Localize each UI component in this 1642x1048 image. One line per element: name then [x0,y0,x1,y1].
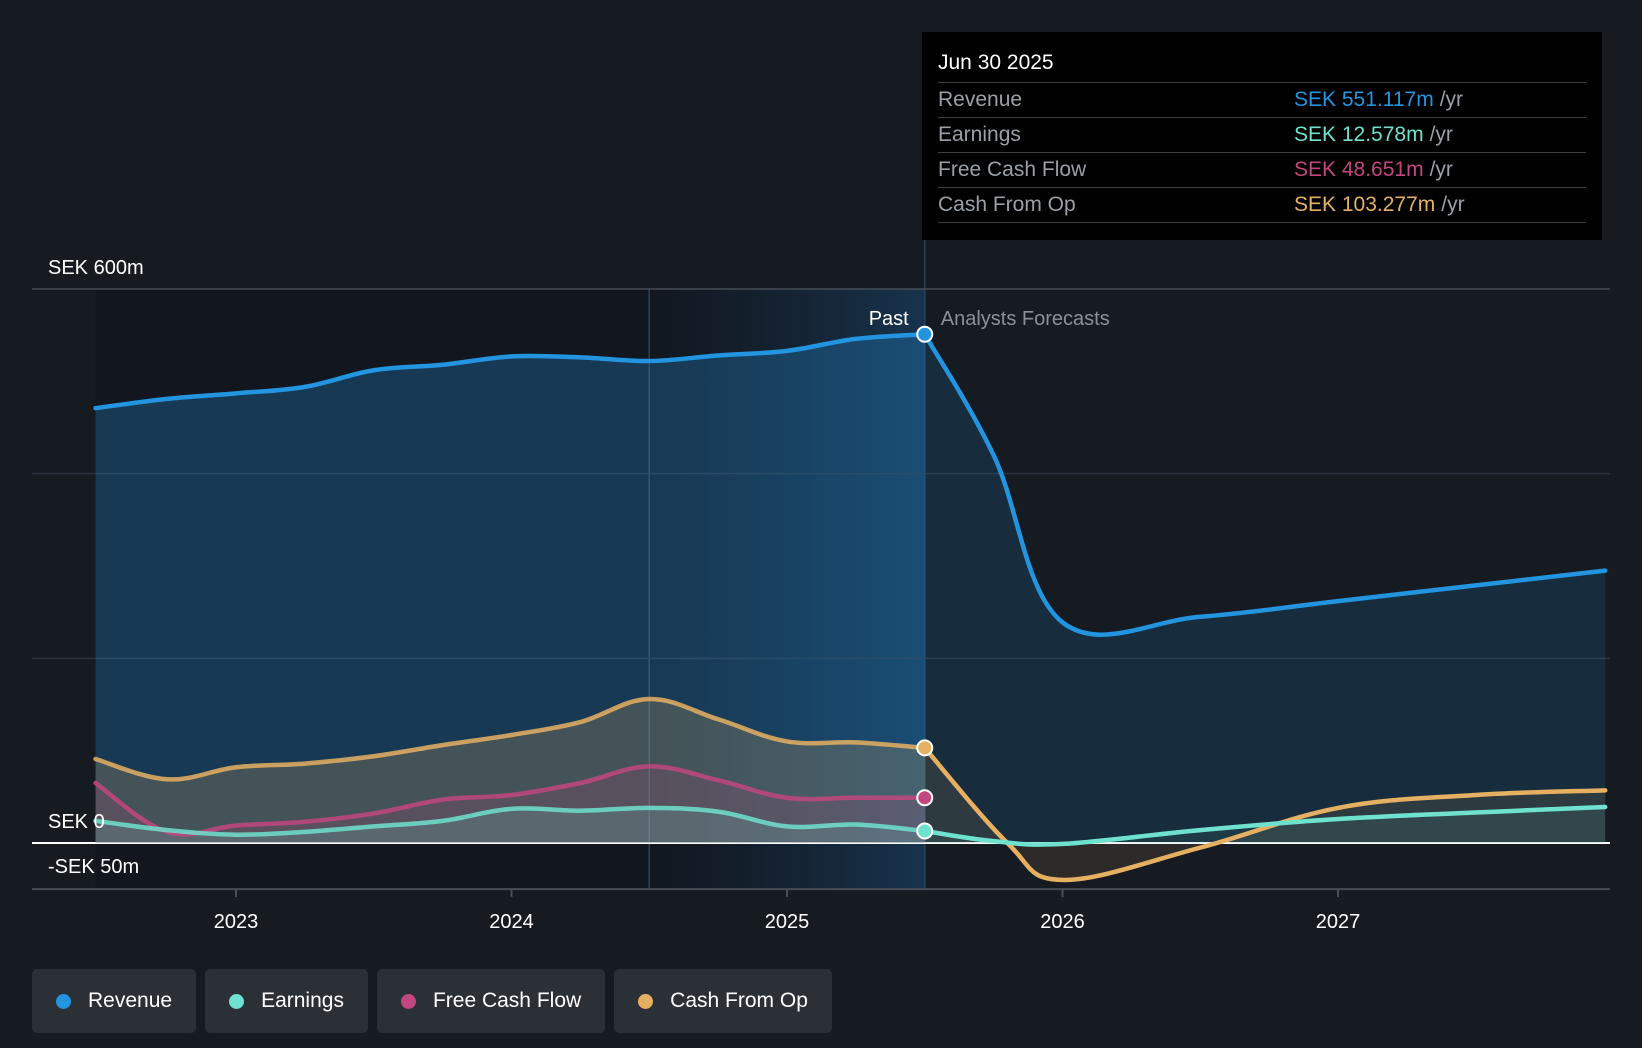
fcf-past-line [93,764,927,837]
legend: Revenue Earnings Free Cash Flow Cash Fro… [32,969,832,1033]
x-tick-label: 2026 [1040,911,1085,933]
tooltip-label: Cash From Op [938,193,1076,216]
tooltip-row-earnings: Earnings SEK 12.578m /yr [938,118,1586,153]
y-tick-label: -SEK 50m [48,856,139,878]
fcf-marker [916,789,934,807]
tooltip-row-revenue: Revenue SEK 551.117m /yr [938,83,1586,118]
tooltip-row-fcf: Free Cash Flow SEK 48.651m /yr [938,153,1586,188]
legend-item-earnings[interactable]: Earnings [205,969,368,1033]
x-tick-label: 2025 [765,911,810,933]
fcf-dot-icon [400,993,416,1009]
revenue-past-area [95,334,925,843]
earnings-past-line [93,805,927,837]
legend-label: Cash From Op [670,989,808,1012]
earnings-forecast-line [922,804,1608,847]
tooltip-label: Revenue [938,88,1023,111]
legend-item-free-cash-flow[interactable]: Free Cash Flow [376,969,606,1033]
tooltip-row-cfo: Cash From Op SEK 103.277m /yr [938,188,1586,223]
revenue-marker [916,325,934,343]
revenue-past-line [93,332,927,411]
y-tick-label: SEK 0 [48,811,105,833]
tooltip-unit: /yr [1439,88,1464,111]
cfo-marker [916,739,934,757]
past-label: Past [869,308,909,330]
y-tick-label: SEK 600m [48,257,144,279]
revenue-forecast-area [924,334,1606,843]
legend-item-revenue[interactable]: Revenue [32,969,197,1033]
revenue-forecast-line [922,332,1608,637]
tooltip-unit: /yr [1429,123,1453,146]
legend-label: Free Cash Flow [432,989,582,1012]
tooltip-label: Earnings [938,123,1021,146]
cfo-dot-icon [638,993,654,1009]
tooltip-value: SEK 103.277m [1294,193,1436,216]
tooltip-unit: /yr [1429,158,1453,181]
tooltip: Jun 30 2025 Revenue SEK 551.117m /yr Ear… [922,32,1602,240]
tooltip-value: SEK 551.117m [1294,88,1434,111]
x-tick-label: 2027 [1316,911,1361,933]
tooltip-value: SEK 12.578m [1294,123,1424,146]
cfo-forecast-area [924,747,1606,880]
forecast-label: Analysts Forecasts [941,308,1110,330]
tooltip-unit: /yr [1441,193,1465,216]
past-highlight-region [649,289,925,890]
tooltip-value: SEK 48.651m [1294,158,1424,181]
tooltip-date: Jun 30 2025 [938,46,1586,83]
cfo-past-area [95,698,925,843]
legend-label: Revenue [88,989,173,1012]
earnings-marker [916,822,934,840]
legend-item-cash-from-op[interactable]: Cash From Op [614,969,832,1033]
legend-label: Earnings [261,989,344,1012]
revenue-dot-icon [56,993,71,1009]
x-tick-label: 2023 [214,911,259,933]
cfo-past-line [93,696,927,782]
tooltip-label: Free Cash Flow [938,158,1087,181]
x-tick-label: 2024 [489,911,534,933]
earnings-dot-icon [229,993,245,1009]
